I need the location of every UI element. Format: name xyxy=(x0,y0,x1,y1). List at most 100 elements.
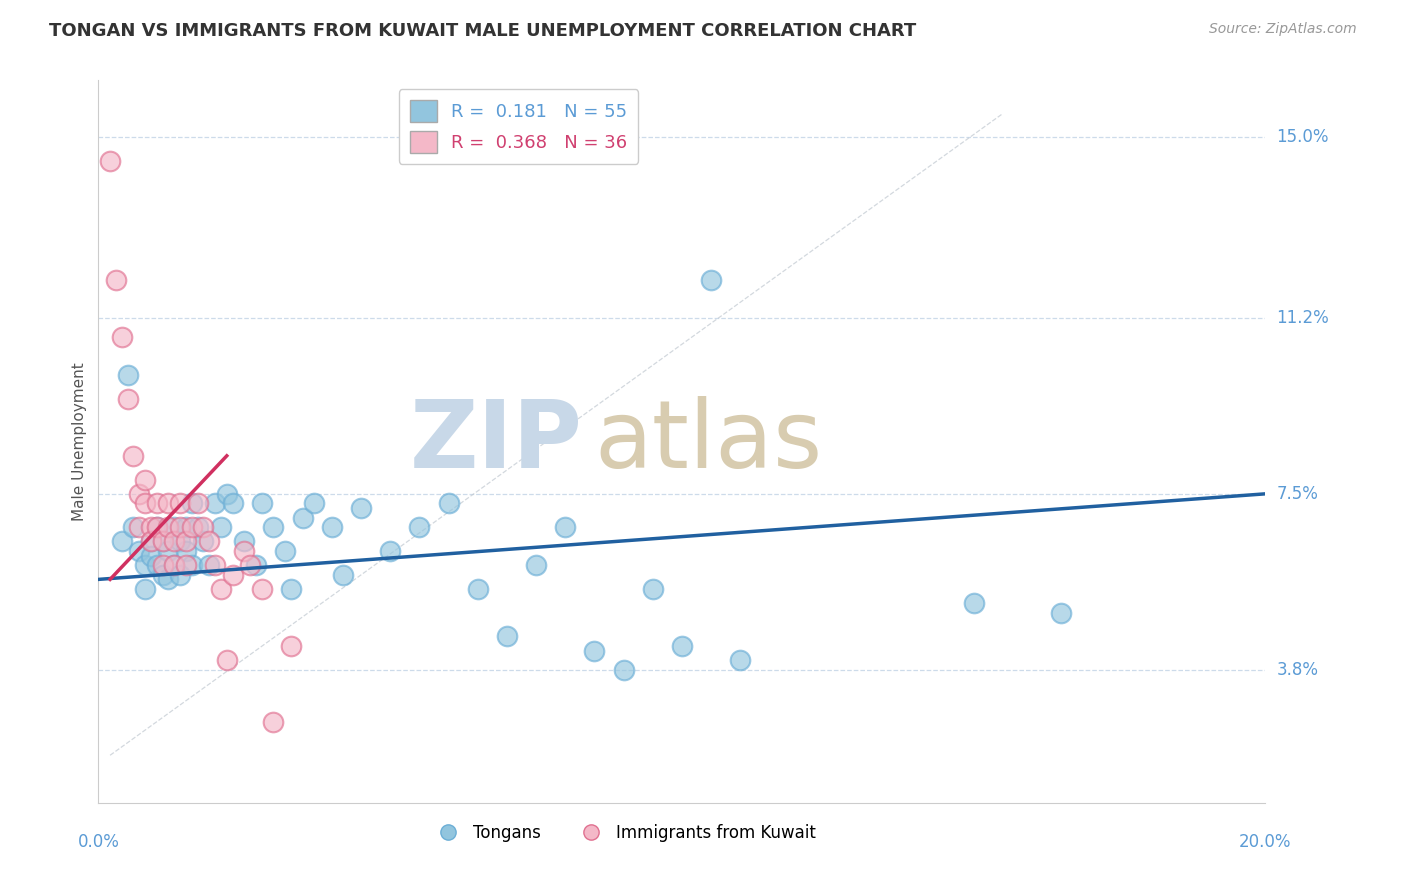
Point xyxy=(245,558,267,573)
Point xyxy=(134,496,156,510)
Point xyxy=(128,544,150,558)
Point xyxy=(169,567,191,582)
Point xyxy=(163,558,186,573)
Point xyxy=(198,534,221,549)
Point xyxy=(152,558,174,573)
Point xyxy=(187,496,209,510)
Point xyxy=(128,487,150,501)
Point xyxy=(146,520,169,534)
Point xyxy=(233,534,256,549)
Point xyxy=(134,582,156,596)
Point xyxy=(134,473,156,487)
Point xyxy=(262,520,284,534)
Point xyxy=(169,520,191,534)
Point xyxy=(193,520,215,534)
Text: atlas: atlas xyxy=(595,395,823,488)
Point xyxy=(98,154,121,169)
Point xyxy=(198,558,221,573)
Point xyxy=(139,549,162,563)
Y-axis label: Male Unemployment: Male Unemployment xyxy=(72,362,87,521)
Point xyxy=(157,496,180,510)
Text: 7.5%: 7.5% xyxy=(1277,485,1319,503)
Point xyxy=(380,544,402,558)
Text: 0.0%: 0.0% xyxy=(77,833,120,851)
Point xyxy=(437,496,460,510)
Text: 3.8%: 3.8% xyxy=(1277,661,1319,679)
Point xyxy=(122,449,145,463)
Point xyxy=(408,520,430,534)
Point xyxy=(221,567,243,582)
Point xyxy=(117,392,139,406)
Point xyxy=(146,558,169,573)
Point xyxy=(274,544,297,558)
Point xyxy=(139,520,162,534)
Point xyxy=(524,558,547,573)
Text: 15.0%: 15.0% xyxy=(1277,128,1329,146)
Point xyxy=(204,496,226,510)
Point xyxy=(239,558,262,573)
Point xyxy=(157,573,180,587)
Point xyxy=(174,544,197,558)
Point xyxy=(174,534,197,549)
Point xyxy=(139,534,162,549)
Point xyxy=(128,520,150,534)
Point xyxy=(157,520,180,534)
Point xyxy=(291,510,314,524)
Point xyxy=(152,534,174,549)
Point xyxy=(180,558,202,573)
Text: Source: ZipAtlas.com: Source: ZipAtlas.com xyxy=(1209,22,1357,37)
Point xyxy=(280,582,302,596)
Point xyxy=(467,582,489,596)
Point xyxy=(215,487,238,501)
Point xyxy=(180,496,202,510)
Point xyxy=(233,544,256,558)
Point xyxy=(280,639,302,653)
Point xyxy=(163,534,186,549)
Point xyxy=(163,520,186,534)
Point xyxy=(157,544,180,558)
Text: 20.0%: 20.0% xyxy=(1239,833,1292,851)
Point xyxy=(209,582,232,596)
Point xyxy=(554,520,576,534)
Point xyxy=(209,520,232,534)
Point xyxy=(1050,606,1073,620)
Point xyxy=(146,520,169,534)
Point xyxy=(612,663,634,677)
Point xyxy=(193,534,215,549)
Point xyxy=(139,534,162,549)
Point xyxy=(962,596,984,610)
Point xyxy=(152,567,174,582)
Point xyxy=(180,520,202,534)
Point xyxy=(169,534,191,549)
Point xyxy=(117,368,139,382)
Point xyxy=(169,496,191,510)
Point xyxy=(671,639,693,653)
Point xyxy=(111,534,134,549)
Point xyxy=(321,520,343,534)
Point xyxy=(174,558,197,573)
Legend: R =  0.181   N = 55, R =  0.368   N = 36: R = 0.181 N = 55, R = 0.368 N = 36 xyxy=(399,89,638,164)
Point xyxy=(496,629,519,643)
Point xyxy=(204,558,226,573)
Text: ZIP: ZIP xyxy=(409,395,582,488)
Text: TONGAN VS IMMIGRANTS FROM KUWAIT MALE UNEMPLOYMENT CORRELATION CHART: TONGAN VS IMMIGRANTS FROM KUWAIT MALE UN… xyxy=(49,22,917,40)
Text: 11.2%: 11.2% xyxy=(1277,309,1329,327)
Point xyxy=(215,653,238,667)
Point xyxy=(221,496,243,510)
Point xyxy=(111,330,134,344)
Point xyxy=(304,496,326,510)
Point xyxy=(730,653,752,667)
Point xyxy=(332,567,354,582)
Point xyxy=(641,582,664,596)
Point xyxy=(700,273,723,287)
Point xyxy=(350,501,373,516)
Point xyxy=(174,520,197,534)
Point xyxy=(187,520,209,534)
Point xyxy=(163,558,186,573)
Point xyxy=(104,273,127,287)
Point xyxy=(250,496,273,510)
Point xyxy=(122,520,145,534)
Point xyxy=(250,582,273,596)
Point xyxy=(262,714,284,729)
Point xyxy=(134,558,156,573)
